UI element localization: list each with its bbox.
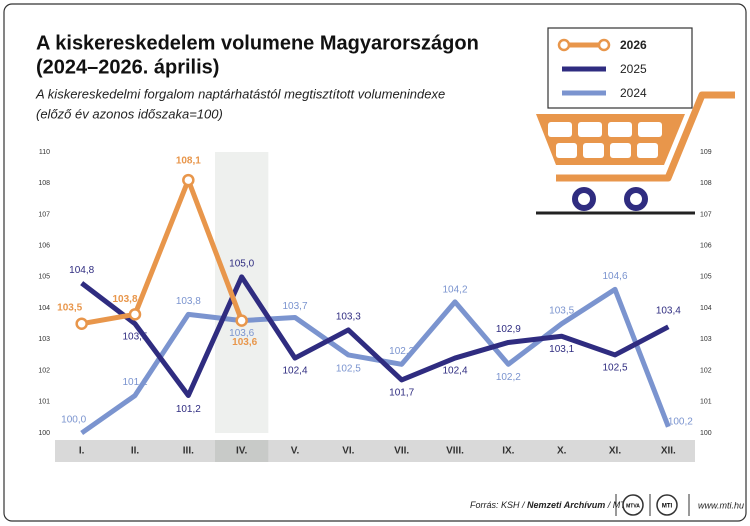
data-label: 104,8 bbox=[69, 265, 94, 276]
point bbox=[128, 308, 142, 321]
x-tick-label: IX. bbox=[502, 446, 514, 457]
y-tick-label: 107 bbox=[38, 211, 50, 218]
data-label: 103,8 bbox=[176, 296, 201, 307]
y-tick-label: 102 bbox=[38, 367, 50, 374]
data-label: 103,5 bbox=[122, 331, 147, 342]
x-tick-label: VII. bbox=[394, 446, 409, 457]
y2-tick-label: 106 bbox=[700, 243, 712, 250]
x-tick-label: XI. bbox=[609, 446, 621, 457]
point bbox=[235, 314, 248, 327]
data-label: 102,9 bbox=[496, 324, 521, 335]
y-tick-label: 105 bbox=[38, 274, 50, 281]
data-label: 104,2 bbox=[442, 285, 467, 296]
x-tick-label: II. bbox=[131, 446, 140, 457]
y2-tick-label: 101 bbox=[700, 399, 712, 406]
y-tick-label: 100 bbox=[38, 430, 50, 437]
x-tick-label: XII. bbox=[661, 446, 676, 457]
y2-tick-label: 109 bbox=[700, 149, 712, 156]
data-label: 102,5 bbox=[602, 363, 627, 374]
logo bbox=[622, 494, 644, 516]
x-tick-label: VIII. bbox=[446, 446, 464, 457]
y2-tick-label: 104 bbox=[700, 305, 712, 312]
legend-label: 2026 bbox=[620, 38, 647, 52]
data-label: 103,6 bbox=[232, 337, 257, 348]
x-tick-label: IV. bbox=[236, 446, 248, 457]
series-line bbox=[81, 177, 245, 327]
data-label: 102,4 bbox=[442, 366, 467, 377]
y2-tick-label: 105 bbox=[700, 274, 712, 281]
point bbox=[182, 173, 195, 187]
legend-label: 2024 bbox=[620, 86, 647, 100]
logo-text: MTI bbox=[662, 504, 673, 510]
data-label: 104,6 bbox=[602, 271, 627, 282]
source-part: Nemzeti Archívum bbox=[527, 500, 605, 510]
series-line bbox=[80, 286, 671, 436]
y2-tick-label: 100 bbox=[700, 430, 712, 437]
source: Forrás: KSH / Nemzeti Archívum / MTI bbox=[470, 500, 629, 510]
y2-tick-label: 108 bbox=[700, 180, 712, 187]
logo-text: MTVA bbox=[626, 503, 640, 509]
data-label: 100,2 bbox=[668, 416, 693, 427]
chart-title: A kiskereskedelem volumene Magyarországo… bbox=[36, 32, 479, 54]
x-tick-label: VI. bbox=[342, 446, 354, 457]
data-label: 103,4 bbox=[656, 305, 681, 316]
subtitle: (előző év azonos időszaka=100) bbox=[36, 106, 223, 121]
y-tick-label: 110 bbox=[39, 149, 50, 156]
x-tick-label: X. bbox=[557, 446, 567, 457]
data-label: 103,3 bbox=[336, 312, 361, 323]
y-tick-label: 103 bbox=[38, 336, 50, 343]
data-label: 101,2 bbox=[122, 377, 147, 388]
category-band-highlight bbox=[215, 440, 269, 462]
data-label: 101,2 bbox=[176, 404, 201, 415]
y2-tick-label: 102 bbox=[700, 367, 712, 374]
y-tick-label: 108 bbox=[38, 180, 50, 187]
source-part: Forrás: KSH / bbox=[470, 500, 527, 510]
cart-icon bbox=[536, 91, 735, 215]
data-label: 102,5 bbox=[336, 364, 361, 375]
data-label: 103,8 bbox=[112, 294, 137, 305]
y-tick-label: 104 bbox=[38, 305, 50, 312]
data-label: 102,4 bbox=[282, 366, 307, 377]
y2-tick-label: 107 bbox=[700, 211, 712, 218]
data-label: 103,1 bbox=[549, 344, 574, 355]
y2-tick-label: 103 bbox=[700, 336, 712, 343]
source-part: / MTI bbox=[605, 500, 628, 510]
data-label: 102,2 bbox=[389, 346, 414, 357]
y-tick-label: 101 bbox=[38, 399, 50, 406]
data-label: 108,1 bbox=[176, 156, 201, 167]
data-label: 103,7 bbox=[282, 301, 307, 312]
data-label: 105,0 bbox=[229, 259, 254, 270]
data-label: 101,7 bbox=[389, 388, 414, 399]
series-line bbox=[80, 274, 670, 399]
data-label: 102,2 bbox=[496, 372, 521, 383]
subtitle: A kiskereskedelmi forgalom naptárhatástó… bbox=[35, 86, 445, 101]
website: www.mti.hu bbox=[698, 500, 744, 510]
x-tick-label: V. bbox=[291, 446, 300, 457]
y-tick-label: 106 bbox=[38, 243, 50, 250]
category-band bbox=[55, 440, 695, 462]
legend-label: 2025 bbox=[620, 62, 647, 76]
x-tick-label: I. bbox=[79, 446, 85, 457]
legend-marker bbox=[557, 38, 571, 52]
data-label: 103,6 bbox=[229, 328, 254, 339]
logo bbox=[656, 494, 678, 516]
legend-marker bbox=[597, 38, 611, 52]
data-label: 100,0 bbox=[61, 415, 86, 426]
data-label: 103,5 bbox=[549, 305, 574, 316]
chart-title: (2024–2026. április) bbox=[36, 56, 219, 78]
x-tick-label: III. bbox=[183, 446, 194, 457]
data-label: 103,5 bbox=[57, 302, 82, 313]
point bbox=[75, 317, 88, 330]
highlight-column bbox=[215, 152, 269, 433]
